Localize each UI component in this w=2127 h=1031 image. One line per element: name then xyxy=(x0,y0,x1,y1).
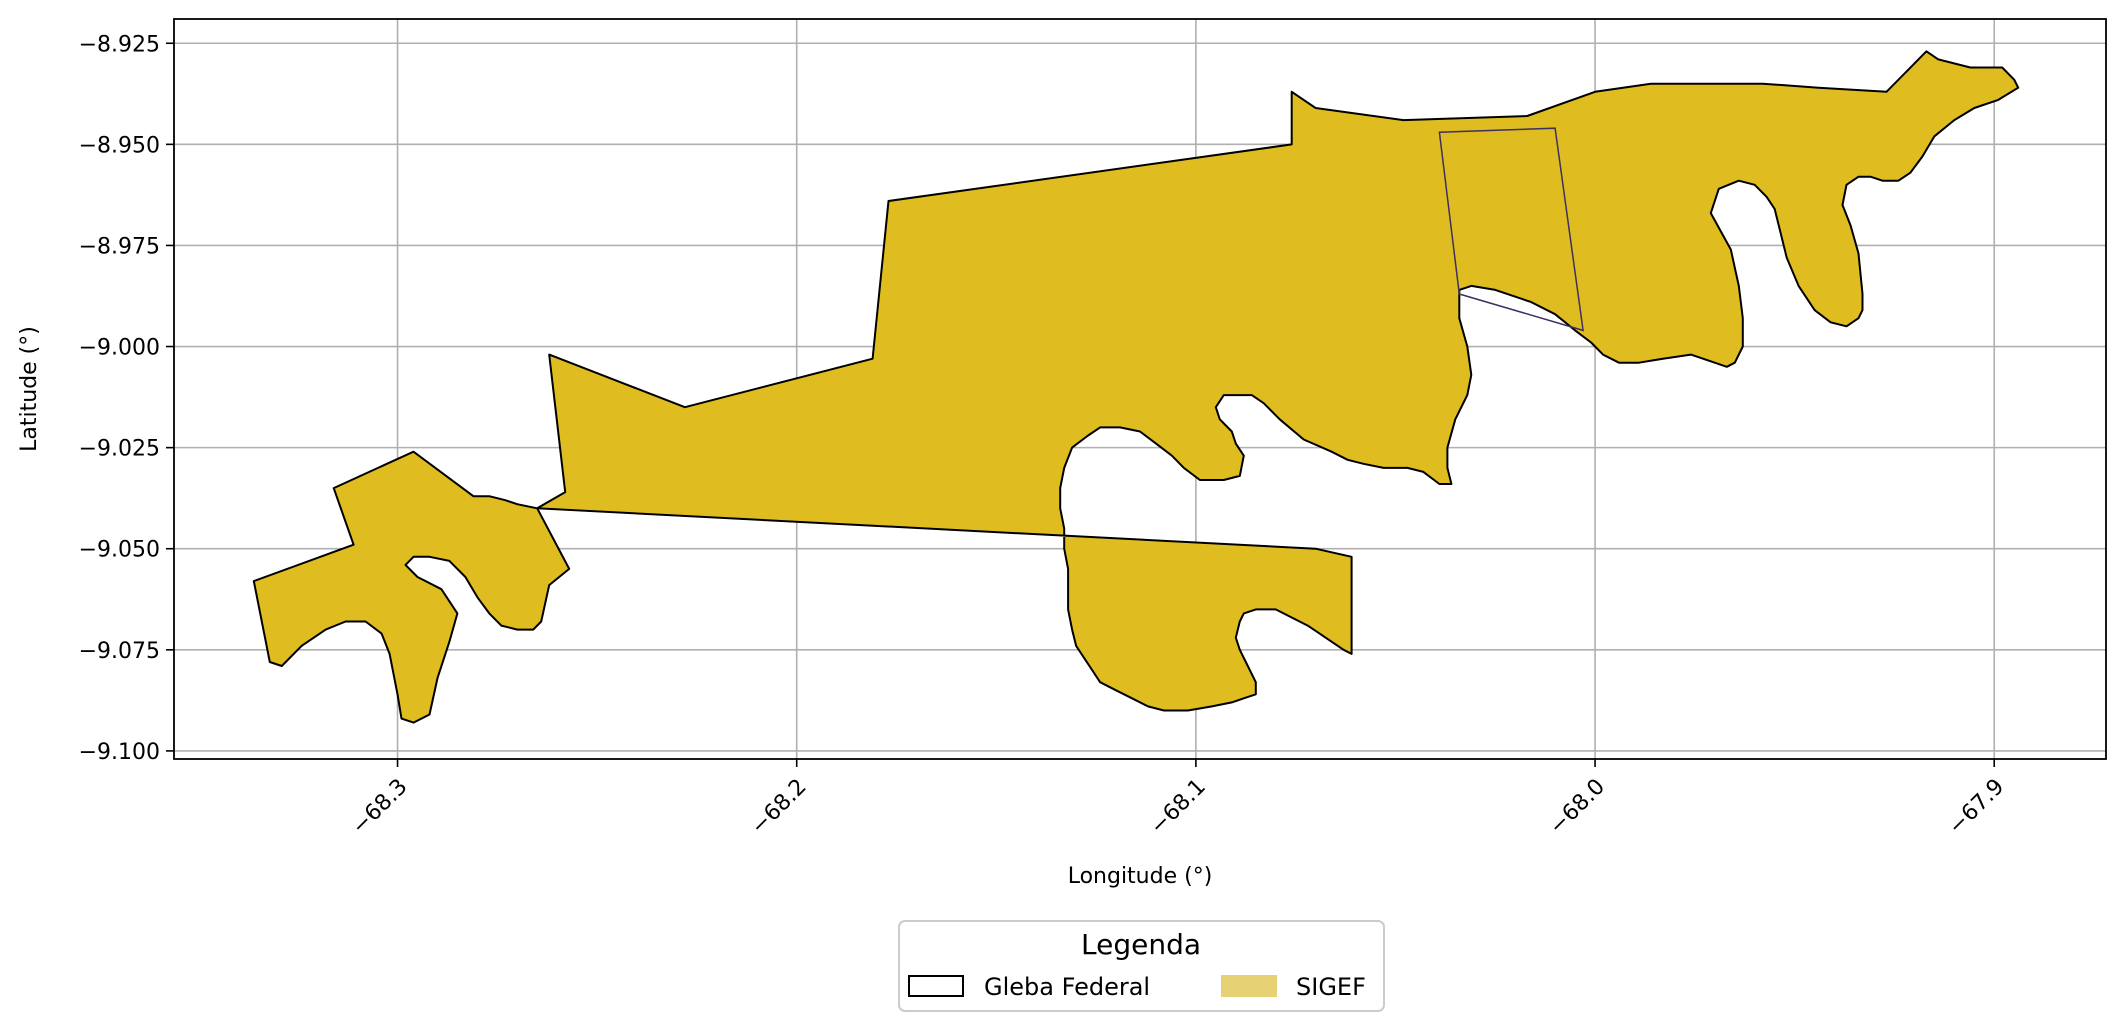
x-axis-label: Longitude (°) xyxy=(1068,864,1213,889)
sigef-parcel xyxy=(536,50,2020,712)
legend-label-sigef: SIGEF xyxy=(1296,973,1366,1001)
legend-swatch-gleba-federal xyxy=(908,975,964,997)
y-tick-label: −9.000 xyxy=(79,336,160,361)
y-tick-label: −8.975 xyxy=(79,234,160,259)
y-tick-label: −8.950 xyxy=(79,133,160,158)
legend-label-gleba-federal: Gleba Federal xyxy=(984,973,1150,1001)
y-axis-ticks: −8.925 −8.950 −8.975 −9.000 −9.025 −9.050 −9.0… xyxy=(79,32,174,765)
map-outlines xyxy=(1438,127,1585,332)
gleba-federal-boundary xyxy=(1438,127,1585,332)
y-tick-label: −9.050 xyxy=(79,538,160,563)
sigef-parcel xyxy=(252,450,571,724)
y-tick-label: −9.100 xyxy=(79,740,160,765)
legend: Legenda Gleba Federal SIGEF xyxy=(898,920,1385,1012)
legend-swatch-sigef xyxy=(1221,975,1277,997)
map-layers xyxy=(252,50,2020,724)
plot-frame xyxy=(173,18,2107,760)
y-tick-label: −9.025 xyxy=(79,437,160,462)
legend-title: Legenda xyxy=(1081,928,1201,961)
y-axis-label: Latitude (°) xyxy=(17,326,42,452)
y-tick-label: −9.075 xyxy=(79,639,160,664)
y-tick-label: −8.925 xyxy=(79,32,160,57)
